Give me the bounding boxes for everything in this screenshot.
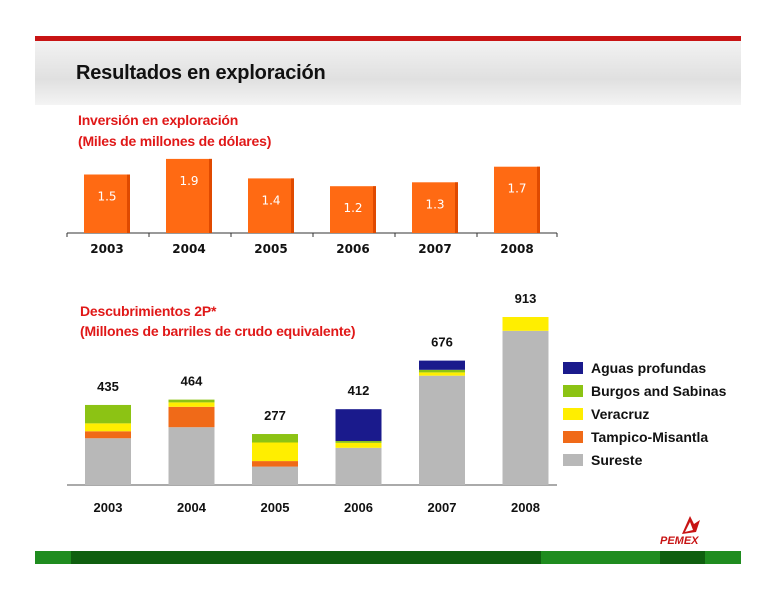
discoveries-bar-segment: [252, 461, 298, 467]
discoveries-bar-segment: [168, 406, 215, 428]
discoveries-bar-segment: [168, 427, 215, 485]
investment-bar: [248, 178, 294, 233]
investment-chart-title: Inversión en exploración: [78, 112, 239, 128]
investment-data-label: 1.5: [97, 190, 116, 204]
discoveries-bar-segment: [419, 375, 465, 485]
legend-label: Burgos and Sabinas: [591, 382, 727, 399]
discoveries-total-label: 435: [97, 379, 119, 394]
legend-item: Veracruz: [563, 402, 726, 425]
discoveries-bar-segment: [419, 372, 465, 376]
discoveries-total-label: 277: [264, 408, 286, 423]
investment-x-tick-label: 2003: [90, 242, 123, 256]
legend-label: Aguas profundas: [591, 359, 707, 376]
investment-bar-shade: [455, 182, 458, 233]
legend-swatch: [563, 453, 583, 466]
investment-x-tick-label: 2006: [336, 242, 369, 256]
discoveries-bar-segment: [85, 423, 131, 432]
header-band: [35, 41, 741, 105]
legend-label: Sureste: [591, 451, 643, 468]
investment-data-label: 1.3: [425, 197, 444, 211]
investment-data-label: 1.2: [343, 201, 362, 215]
investment-data-label: 1.7: [507, 182, 526, 196]
investment-bar-shade: [373, 186, 376, 233]
discoveries-bar-segment: [419, 360, 465, 370]
investment-bar-shade: [209, 158, 212, 233]
discoveries-bar-segment: [85, 438, 131, 485]
legend-swatch: [563, 407, 583, 420]
investment-data-label: 1.4: [261, 193, 280, 207]
pemex-logo-text: PEMEX: [660, 535, 699, 547]
discoveries-bar-segment: [502, 317, 549, 331]
discoveries-bar-segment: [252, 442, 298, 462]
discoveries-bar-segment: [419, 369, 465, 373]
investment-x-tick-label: 2004: [172, 242, 205, 256]
discoveries-bar-segment: [168, 399, 215, 403]
discoveries-total-label: 913: [515, 291, 537, 306]
discoveries-x-tick-label: 2003: [94, 500, 123, 515]
discoveries-bar-segment: [85, 404, 131, 424]
discoveries-total-label: 676: [431, 335, 453, 350]
discoveries-x-tick-label: 2004: [177, 500, 207, 515]
bottom-green-band: [35, 551, 741, 564]
investment-bar-shade: [537, 166, 540, 233]
investment-bar: [330, 186, 376, 233]
legend-item: Sureste: [563, 448, 726, 471]
discoveries-bar-segment: [252, 434, 298, 443]
discoveries-chart-subtitle: (Millones de barriles de crudo equivalen…: [80, 323, 356, 339]
legend-label: Tampico-Misantla: [591, 428, 709, 445]
investment-x-tick-label: 2005: [254, 242, 287, 256]
discoveries-bar-segment: [252, 466, 298, 485]
discoveries-x-tick-label: 2005: [261, 500, 290, 515]
discoveries-legend: Aguas profundas Burgos and Sabinas Veracru…: [563, 356, 726, 471]
discoveries-bar-segment: [168, 402, 215, 407]
slide-title: Resultados en exploración: [76, 62, 326, 84]
discoveries-bar-segment: [335, 409, 382, 442]
legend-swatch: [563, 384, 583, 397]
legend-item: Aguas profundas: [563, 356, 726, 379]
discoveries-bar-segment: [335, 441, 382, 443]
investment-bar: [166, 158, 212, 233]
legend-item: Burgos and Sabinas: [563, 379, 726, 402]
investment-x-tick-label: 2008: [500, 242, 533, 256]
pemex-logo: PEMEX: [660, 512, 720, 552]
investment-bar: [494, 166, 540, 233]
bottom-band-shade-right: [660, 551, 705, 564]
legend-item: Tampico-Misantla: [563, 425, 726, 448]
discoveries-bar-segment: [502, 330, 549, 485]
investment-x-tick-label: 2007: [418, 242, 451, 256]
investment-bar: [84, 174, 130, 233]
pemex-eagle-icon: [682, 516, 700, 534]
discoveries-bar-segment: [335, 442, 382, 448]
investment-bar-shade: [291, 178, 294, 233]
discoveries-total-label: 464: [181, 374, 203, 389]
investment-data-label: 1.9: [179, 174, 198, 188]
discoveries-chart-title: Descubrimientos 2P*: [80, 303, 217, 319]
discoveries-bar-segment: [335, 447, 382, 485]
legend-label: Veracruz: [591, 405, 650, 422]
discoveries-x-tick-label: 2006: [344, 500, 373, 515]
investment-bar: [412, 182, 458, 233]
discoveries-bar-segment: [85, 431, 131, 439]
discoveries-x-tick-label: 2008: [511, 500, 540, 515]
legend-swatch: [563, 361, 583, 374]
top-red-rule: [35, 36, 741, 41]
legend-swatch: [563, 430, 583, 443]
discoveries-total-label: 412: [348, 383, 370, 398]
investment-chart-subtitle: (Miles de millones de dólares): [78, 133, 272, 149]
investment-bar-shade: [127, 174, 130, 233]
bottom-band-shade: [71, 551, 541, 564]
discoveries-x-tick-label: 2007: [428, 500, 457, 515]
